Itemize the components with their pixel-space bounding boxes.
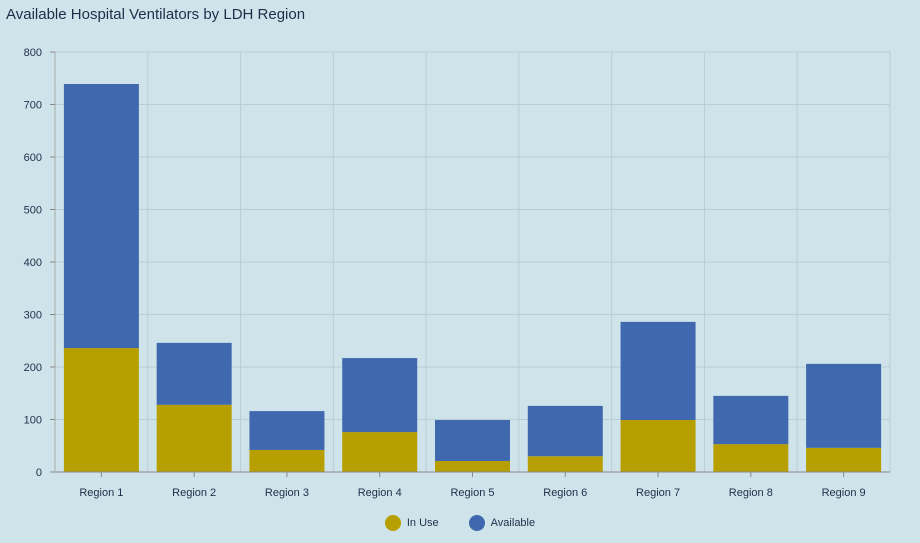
x-tick-label: Region 7 xyxy=(636,487,680,499)
y-tick-label: 700 xyxy=(24,100,42,112)
y-tick-label: 100 xyxy=(24,415,42,427)
legend-label: Available xyxy=(490,517,536,529)
bar-in-use xyxy=(156,404,232,472)
x-tick-label: Region 9 xyxy=(822,487,866,499)
bar-available xyxy=(713,395,789,445)
x-tick-label: Region 8 xyxy=(729,487,773,499)
bar-available xyxy=(435,420,510,461)
x-tick-label: Region 6 xyxy=(543,487,587,499)
y-tick-label: 500 xyxy=(24,205,42,217)
y-tick-label: 800 xyxy=(24,47,42,59)
bar-in-use xyxy=(527,456,603,472)
x-tick-label: Region 5 xyxy=(450,487,494,499)
legend: In Use Available xyxy=(0,515,920,531)
y-tick-label: 300 xyxy=(24,310,42,322)
bar-available xyxy=(156,342,232,405)
bar-available xyxy=(806,363,882,448)
bar-in-use xyxy=(435,460,510,472)
bar-in-use xyxy=(342,432,418,472)
bar-available xyxy=(527,405,603,457)
y-tick-label: 0 xyxy=(36,467,42,479)
x-tick-label: Region 1 xyxy=(79,487,123,499)
legend-item-available[interactable]: Available xyxy=(468,515,536,531)
legend-swatch-in-use xyxy=(384,515,401,531)
x-tick-label: Region 3 xyxy=(265,487,309,499)
chart-title: Available Hospital Ventilators by LDH Re… xyxy=(6,6,306,23)
bar-available xyxy=(63,84,139,349)
bar-in-use xyxy=(620,420,696,472)
bar-available xyxy=(249,411,325,450)
bar-in-use xyxy=(806,447,882,472)
x-tick-label: Region 4 xyxy=(358,487,402,499)
bar-available xyxy=(620,321,696,421)
legend-item-in-use[interactable]: In Use xyxy=(384,515,439,531)
y-tick-label: 400 xyxy=(24,257,42,269)
bar-in-use xyxy=(249,449,325,472)
bar-available xyxy=(342,358,418,433)
bar-in-use xyxy=(713,444,789,472)
y-tick-label: 600 xyxy=(24,152,42,164)
y-tick-label: 200 xyxy=(24,362,42,374)
legend-swatch-available xyxy=(468,515,485,531)
bar-in-use xyxy=(63,348,139,472)
x-tick-label: Region 2 xyxy=(172,487,216,499)
legend-label: In Use xyxy=(406,517,439,529)
